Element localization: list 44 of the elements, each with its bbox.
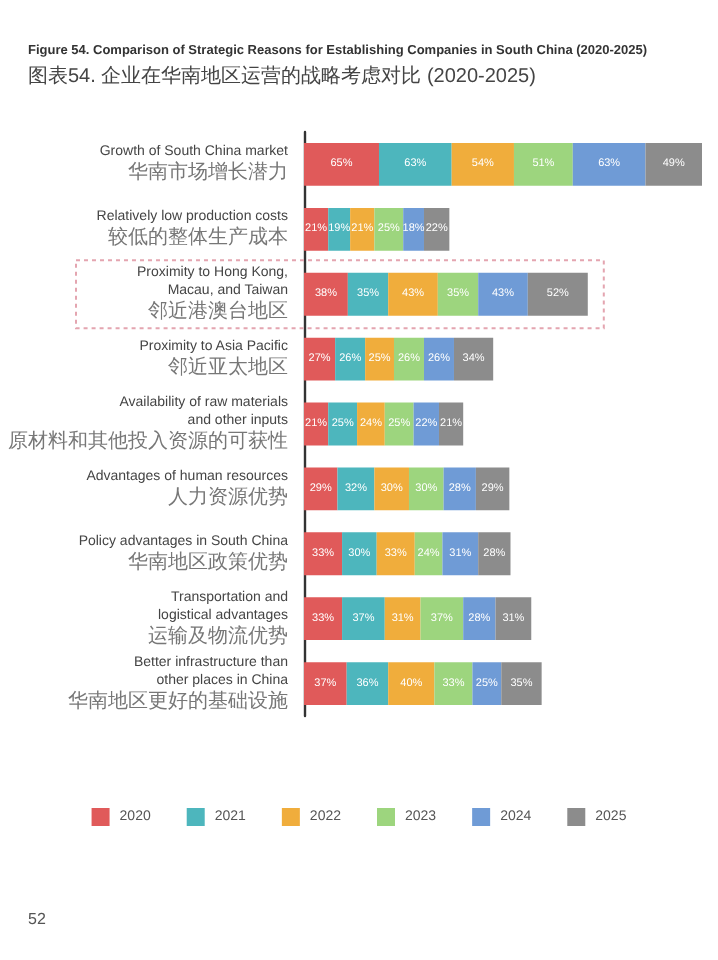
bar [423,337,454,381]
bar [451,143,514,186]
bar [374,467,409,511]
bar [475,467,510,511]
bar [304,143,379,186]
bar [388,272,438,316]
bar [304,597,343,641]
bar [453,337,494,381]
bar [374,207,404,251]
bar [478,532,511,576]
bar [304,467,338,511]
bar [513,143,573,186]
bar [408,467,444,511]
bar [527,272,588,316]
bar [420,597,464,641]
bar [304,532,343,576]
bar [365,337,394,381]
bar [478,272,528,316]
bar [472,662,502,705]
bar [501,662,542,705]
bar [384,597,421,641]
bar [437,272,479,316]
bar [335,337,366,381]
bar [304,337,336,381]
text: 52 [28,910,46,928]
bar [434,662,473,705]
bar [342,532,377,576]
bar [495,597,532,641]
bar [645,143,702,186]
bar [342,597,385,641]
bar [393,337,424,381]
bar [463,597,496,641]
bar [442,532,479,576]
bar [443,467,476,511]
bar [346,662,389,705]
bar [572,143,646,186]
chart-subtitle: 图表54. 企业在华南地区运营的战略考虑对比 (2020-2025) [28,63,536,90]
bar [388,662,435,705]
bar [337,467,375,511]
bar [347,272,389,316]
bar [378,143,452,186]
bar [304,662,347,705]
bar [376,532,415,576]
bar [304,272,348,316]
